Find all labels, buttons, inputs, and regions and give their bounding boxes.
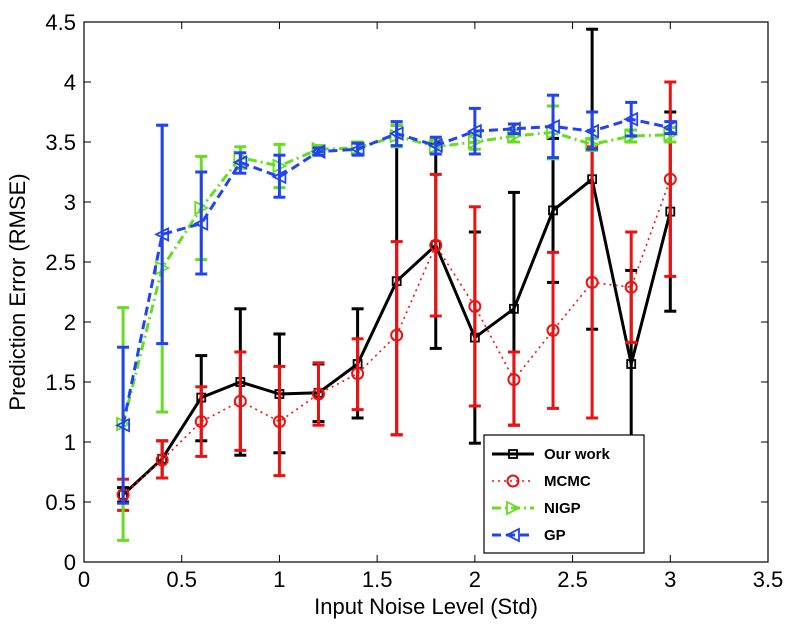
y-tick-label: 3.5 — [45, 130, 76, 155]
data-point — [154, 226, 170, 242]
x-tick-label: 1.5 — [362, 567, 393, 592]
data-point — [585, 275, 599, 289]
series-layer — [115, 27, 679, 542]
legend-label: NIGP — [544, 500, 581, 517]
data-point — [155, 453, 169, 467]
x-tick-label: 3 — [664, 567, 676, 592]
data-point — [429, 238, 443, 252]
data-point — [349, 141, 365, 157]
x-tick-label: 3.5 — [753, 567, 784, 592]
data-point — [388, 126, 404, 142]
y-tick-label: 4.5 — [45, 10, 76, 35]
data-point — [584, 123, 600, 139]
x-tick-label: 0 — [78, 567, 90, 592]
data-point — [548, 205, 558, 216]
data-point — [623, 111, 639, 127]
x-tick-label: 0.5 — [166, 567, 197, 592]
y-tick-label: 4 — [64, 70, 76, 95]
y-tick-label: 0 — [64, 550, 76, 575]
y-tick-label: 2 — [64, 310, 76, 335]
data-point — [626, 359, 637, 369]
x-tick-label: 2 — [469, 567, 481, 592]
data-point — [312, 387, 326, 401]
series-line — [122, 178, 672, 496]
legend-marker — [506, 474, 520, 488]
data-point — [507, 373, 521, 387]
data-point — [427, 138, 443, 154]
series-mcmc — [116, 80, 677, 512]
data-point — [193, 216, 209, 232]
legend-label: MCMC — [544, 473, 591, 490]
data-point — [509, 303, 519, 314]
data-point — [545, 118, 560, 134]
data-point — [271, 169, 287, 185]
legend-label: GP — [544, 527, 566, 544]
y-tick-label: 1.5 — [45, 370, 76, 395]
axes-layer: 0 0.5 1 1.5 2 2.5 3 3.5 0 0.5 1 1.5 2 2.5 3 3.5 4 4.5 — [45, 10, 783, 592]
data-point — [466, 123, 482, 139]
y-tick-label: 2.5 — [45, 250, 76, 275]
plot-frame — [83, 21, 769, 563]
legend-label: Our work — [544, 446, 611, 463]
data-point — [233, 394, 247, 408]
legend-marker — [504, 527, 520, 543]
data-point — [624, 280, 638, 294]
data-point — [232, 154, 248, 170]
data-point — [351, 367, 365, 381]
x-axis-label: Input Noise Level (Std) — [314, 594, 538, 619]
data-point — [505, 121, 521, 137]
data-point — [390, 328, 404, 342]
data-point — [546, 323, 560, 337]
legend-marker — [508, 449, 518, 459]
x-tick-label: 2.5 — [557, 567, 588, 592]
data-point — [663, 172, 677, 186]
data-point — [662, 120, 678, 136]
x-tick-label: 1 — [273, 567, 285, 592]
data-point — [194, 415, 208, 429]
y-axis-label: Prediction Error (RMSE) — [5, 173, 30, 410]
y-tick-label: 1 — [64, 430, 76, 455]
y-tick-label: 0.5 — [45, 490, 76, 515]
legend-marker — [506, 500, 522, 516]
data-point — [310, 144, 326, 160]
data-point — [115, 417, 130, 433]
legend: Our work MCMC NIGP GP — [483, 434, 645, 554]
data-point — [468, 299, 482, 313]
series-gp — [115, 93, 678, 505]
data-point — [272, 415, 286, 429]
y-tick-label: 3 — [64, 190, 76, 215]
series-line — [121, 117, 671, 426]
